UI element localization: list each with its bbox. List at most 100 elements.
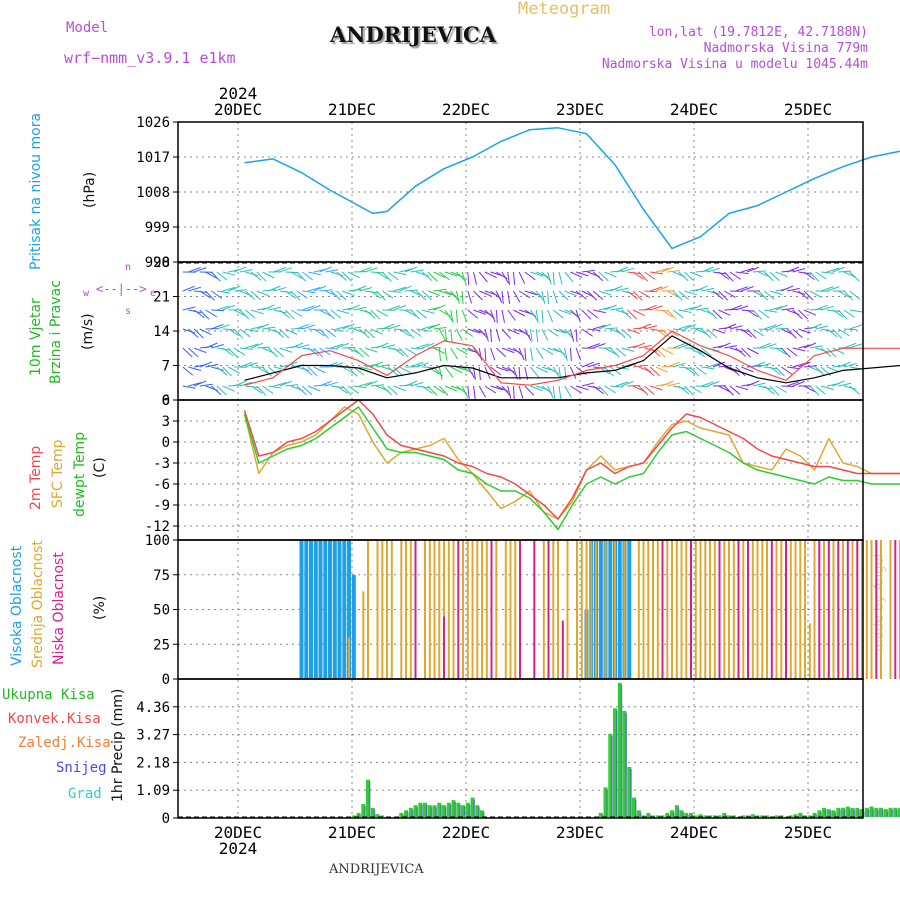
wind-barb [758,290,769,301]
precip-bar [750,814,755,817]
wind-barb [199,383,213,387]
wind-barb [541,271,552,282]
wind-barb [781,307,795,311]
ytick-label: -12 [145,519,170,535]
wind-barb [427,366,440,375]
ytick-label: 50 [153,603,170,619]
wind-barb [302,290,316,294]
precip-bar [432,805,437,817]
wind-barb [501,290,504,304]
wind-barb [239,362,253,368]
wind-barb [758,309,770,319]
snow-bar [829,811,832,817]
wind-barb [501,271,509,284]
mid-cloud-bar [680,540,683,679]
elevation-label: Nadmorska Visina 779m [703,41,868,56]
wind-barb [330,343,344,349]
wind-barb [342,346,356,349]
wind-barb [376,342,389,349]
wind-barb [319,328,329,339]
date-label-bottom: 24DEC [670,823,718,842]
wind-barb [438,366,443,380]
precip-bar [613,708,617,817]
wind-barb [826,328,838,338]
wind-barb [216,305,230,311]
precip-bar [632,797,636,817]
wind-barb [746,309,759,318]
wind-barb [347,271,360,279]
wind-barb [364,267,378,273]
precip-bar [375,814,380,817]
precip-bar [708,815,712,817]
wind-barb [461,347,475,353]
low-cloud-bar [856,540,859,679]
mid-cloud-bar [462,540,464,679]
wind-barb [524,385,535,396]
low-cloud-bar [533,540,536,679]
wind-barb [604,366,614,377]
wind-barb [843,328,857,331]
wind-barb [211,309,225,312]
wind-barb [193,309,205,319]
wind-barb [672,309,684,319]
precip-bar [608,733,613,817]
wind-barb [798,290,809,300]
wind-barb [256,290,270,297]
precip-bar [679,810,684,817]
wind-barb [245,328,259,333]
snow-bar [687,814,689,817]
precip-bar [855,807,860,817]
mid-cloud-bar [386,540,388,679]
wind-barb [564,271,574,283]
precip-bar [774,815,779,817]
wind-barb [832,266,845,273]
wind-barb [786,287,800,292]
wind-barb [581,309,592,320]
mid-cloud-bar [789,540,792,679]
wind-barb [404,266,418,273]
mid-cloud-bar [614,540,616,679]
wind-barb [490,366,502,376]
year-label-top: 2024 [219,84,258,103]
wind-barb [690,327,704,330]
wind-legend-arrow-icon: <--|--> [96,282,147,296]
wind-barb [849,324,863,330]
pressure-line [244,127,900,250]
wind-barb [216,271,228,281]
wind-barb [684,306,698,311]
high-cloud-bar [299,540,304,679]
wind-barb [347,366,358,377]
wind-barb [792,328,803,338]
wind-barb [707,380,720,387]
wind-barb [815,366,826,377]
precip-bar [689,812,693,817]
wind-barb [302,305,315,311]
wind-barb [404,309,417,317]
wind-barb [341,385,352,396]
snow-bar [877,809,879,817]
wind-barb [644,271,656,280]
wind-barb [439,290,452,296]
mid-cloud-bar [428,540,431,679]
precip-bar [826,809,831,817]
wind-barb [501,309,505,323]
wind-barb [296,344,310,349]
snow-bar [834,812,836,817]
wind-barb [228,285,241,292]
wind-barb [478,366,481,380]
wind-barb [313,366,326,374]
wind-barb [473,309,486,315]
wind-barb [182,328,196,334]
low-cloud-bar [490,540,493,679]
wind-barb [832,328,843,339]
mid-cloud-bar [880,540,882,679]
wind-barb [552,290,558,304]
wind-barb [735,305,749,311]
wind-barb [427,271,438,282]
wind-barb [769,385,780,396]
wind-barb [450,347,459,360]
wind-barb [285,328,298,335]
wind-barb [684,366,696,375]
wind-barb [803,271,815,281]
precip-bar [879,807,883,817]
